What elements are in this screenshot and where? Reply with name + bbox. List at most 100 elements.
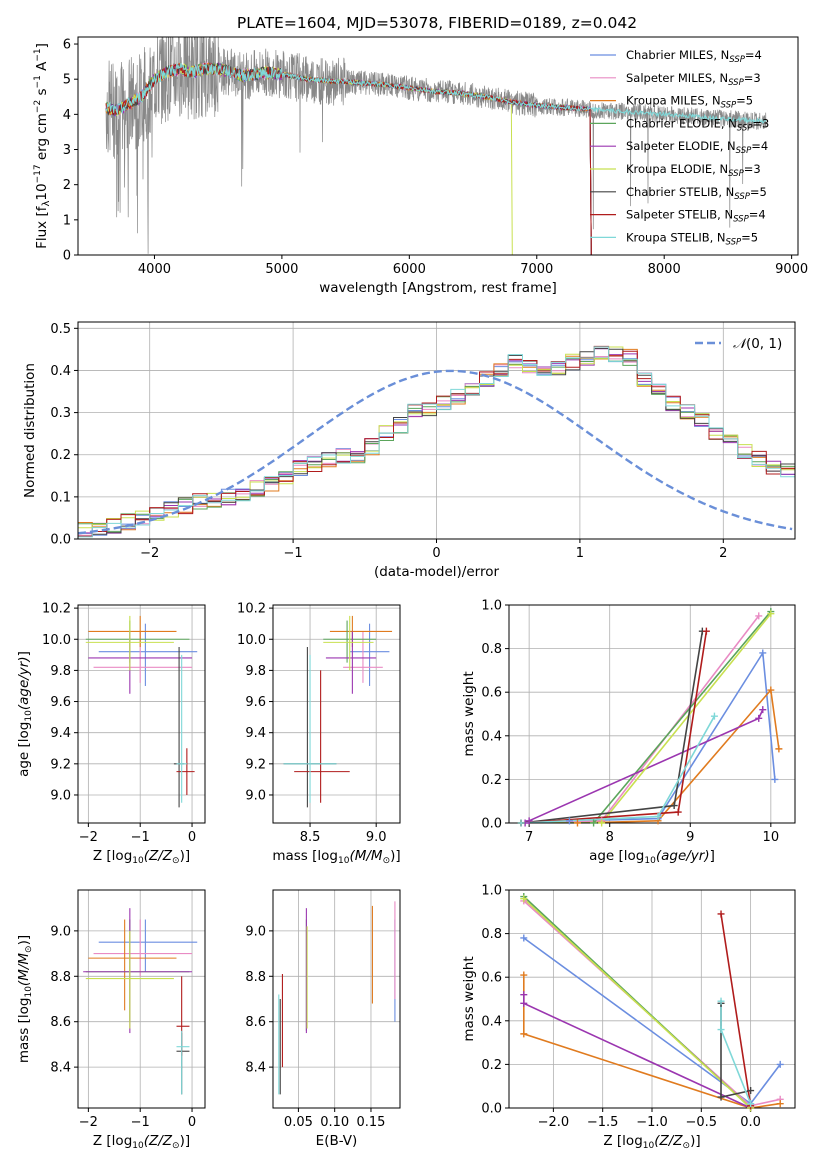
x-axis-label: Z [log10(Z/Z⊙)] (603, 1133, 700, 1151)
x-tick-label: 9 (686, 830, 694, 845)
y-tick-label: 9.4 (245, 726, 266, 741)
x-tick-label: 7000 (520, 262, 553, 277)
ticks-weight_vs_Z: −2.0 −1.5 −1.0 −0.5 0.0 0.0 0.2 0.4 0.6 0.8 1.0 (481, 884, 761, 1131)
weight-line-kroupa-elodie (521, 613, 772, 823)
legend-entry: 𝒩(0, 1) (733, 336, 782, 352)
weight-marker (520, 991, 528, 999)
plot-area-residuals (78, 345, 795, 539)
x-tick-label: 8 (606, 830, 614, 845)
x-tick-label: 0 (188, 1115, 196, 1130)
weight-line-salpeter-miles (521, 615, 760, 823)
residual-legend: 𝒩(0, 1) (695, 336, 782, 352)
x-tick-label: −1 (131, 830, 150, 845)
weight-marker (710, 712, 718, 720)
y-tick-label: 0.4 (481, 1014, 502, 1029)
y-tick-label: 9.0 (245, 924, 266, 939)
x-tick-label: −2 (140, 546, 159, 561)
weight-marker (771, 775, 779, 783)
y-axis-label: age [log10(age/yr)] (16, 651, 34, 777)
weight-marker (520, 934, 528, 942)
x-tick-label: 0 (188, 830, 196, 845)
y-tick-label: 0.6 (481, 971, 502, 986)
y-tick-label: 0.0 (481, 817, 502, 832)
histogram-salpeter-elodie (78, 348, 795, 539)
y-tick-label: 0.3 (50, 406, 71, 421)
y-tick-label: 8.4 (50, 1061, 71, 1076)
ticks-age_vs_Z: −2 −1 0 9.0 9.2 9.4 9.6 9.8 10.0 10.2 (42, 602, 196, 845)
model-line-kroupa-stelib (105, 63, 767, 124)
histogram-kroupa-miles (78, 348, 795, 539)
weight-marker (525, 817, 533, 825)
panel-mass_vs_ebv: 0.05 0.10 0.15 8.4 8.6 8.8 9.0 E(B-V) (245, 889, 401, 1149)
panel-mass_vs_Z: −2 −1 0 8.4 8.6 8.8 9.0 Z [log10(Z/Z⊙)] mass [lo… (16, 889, 206, 1151)
weight-marker (747, 1100, 755, 1108)
x-tick-label: 0.05 (284, 1115, 313, 1130)
panel-weight_vs_Z: −2.0 −1.5 −1.0 −0.5 0.0 0.0 0.2 0.4 0.6 0.8 1.0 Z [… (461, 884, 796, 1151)
x-tick-label: 7 (525, 830, 533, 845)
plot-area-mass_vs_ebv (278, 901, 396, 1095)
x-tick-label: 6000 (393, 262, 426, 277)
y-tick-label: 1 (63, 213, 71, 228)
weight-marker (573, 819, 581, 827)
weight-marker (520, 895, 528, 903)
weight-marker (755, 714, 763, 722)
y-tick-label: 9.6 (245, 695, 266, 710)
plot-area-weight_vs_age (521, 610, 780, 823)
legend-entry: Kroupa STELIB, NSSP=5 (626, 230, 758, 247)
histogram-salpeter-stelib (78, 345, 795, 539)
y-tick-label: 0.4 (481, 729, 502, 744)
x-tick-label: 5000 (265, 262, 298, 277)
x-tick-label: −2 (79, 1115, 98, 1130)
weight-line-chabrier-miles (521, 650, 776, 823)
ticks-mass_vs_ebv: 0.05 0.10 0.15 8.4 8.6 8.8 9.0 (245, 924, 385, 1130)
x-axis-label: Z [log10(Z/Z⊙)] (93, 1133, 190, 1151)
y-tick-label: 0.6 (481, 686, 502, 701)
x-tick-label: 10 (763, 830, 780, 845)
x-tick-label: −0.5 (686, 1115, 718, 1130)
y-tick-label: 9.0 (245, 788, 266, 803)
y-tick-label: 10.2 (237, 602, 266, 617)
weight-marker (517, 819, 525, 827)
weight-line-kroupa-elodie (523, 898, 752, 1108)
x-tick-label: −1 (131, 1115, 150, 1130)
x-tick-label: 0 (432, 546, 440, 561)
model-line-chabrier-elodie (105, 62, 592, 255)
model-line-chabrier-stelib (105, 62, 592, 255)
y-tick-label: 0.2 (481, 1058, 502, 1073)
legend-entry: Kroupa MILES, NSSP=5 (626, 94, 753, 111)
model-line-kroupa-miles (105, 62, 592, 255)
axes-frame (272, 889, 401, 1109)
axes-frame (77, 889, 206, 1109)
weight-marker (717, 997, 725, 1005)
y-tick-label: 8.6 (245, 1015, 266, 1030)
ticks-residuals: −2 −1 0 1 2 0.0 0.1 0.2 0.3 0.4 0.5 (50, 322, 727, 561)
x-axis-label: wavelength [Angstrom, rest frame] (319, 280, 557, 296)
x-axis-label: mass [log10(M/M⊙)] (272, 848, 400, 866)
x-tick-label: −2 (79, 830, 98, 845)
x-tick-label: 0.10 (320, 1115, 349, 1130)
weight-marker (776, 1100, 784, 1108)
figure-title: PLATE=1604, MJD=53078, FIBERID=0189, z=0… (237, 14, 637, 32)
panel-weight_vs_age: 7 8 9 10 0.0 0.2 0.4 0.6 0.8 1.0 age [log10(age/yr… (461, 599, 796, 866)
model-line-chabrier-miles (105, 62, 592, 255)
histogram-chabrier-miles (78, 356, 795, 539)
panel-age_vs_Z: −2 −1 0 9.0 9.2 9.4 9.6 9.8 10.0 10.2 Z [log10(Z/Z… (16, 602, 206, 866)
histogram-kroupa-elodie (78, 346, 795, 539)
x-tick-label: −1.5 (587, 1115, 619, 1130)
gaussian-curve (78, 369, 793, 535)
y-tick-label: 8.6 (50, 1015, 71, 1030)
weight-marker (717, 910, 725, 918)
model-line-salpeter-miles (105, 61, 592, 255)
legend-entry: Kroupa ELODIE, NSSP=3 (626, 162, 761, 179)
weight-marker (767, 610, 775, 618)
ticks-age_vs_mass: 8.5 9.0 9.0 9.2 9.4 9.6 9.8 10.0 10.2 (237, 602, 386, 845)
panel-residuals: −2 −1 0 1 2 0.0 0.1 0.2 0.3 0.4 0.5 (data-model)/er… (22, 321, 796, 580)
histogram-kroupa-stelib (78, 346, 795, 539)
y-tick-label: 0.2 (481, 773, 502, 788)
y-tick-label: 0.4 (50, 364, 71, 379)
y-tick-label: 9.2 (50, 757, 71, 772)
y-tick-label: 9.4 (50, 726, 71, 741)
legend-entry: Chabrier STELIB, NSSP=5 (626, 185, 767, 202)
y-tick-label: 0 (63, 249, 71, 264)
